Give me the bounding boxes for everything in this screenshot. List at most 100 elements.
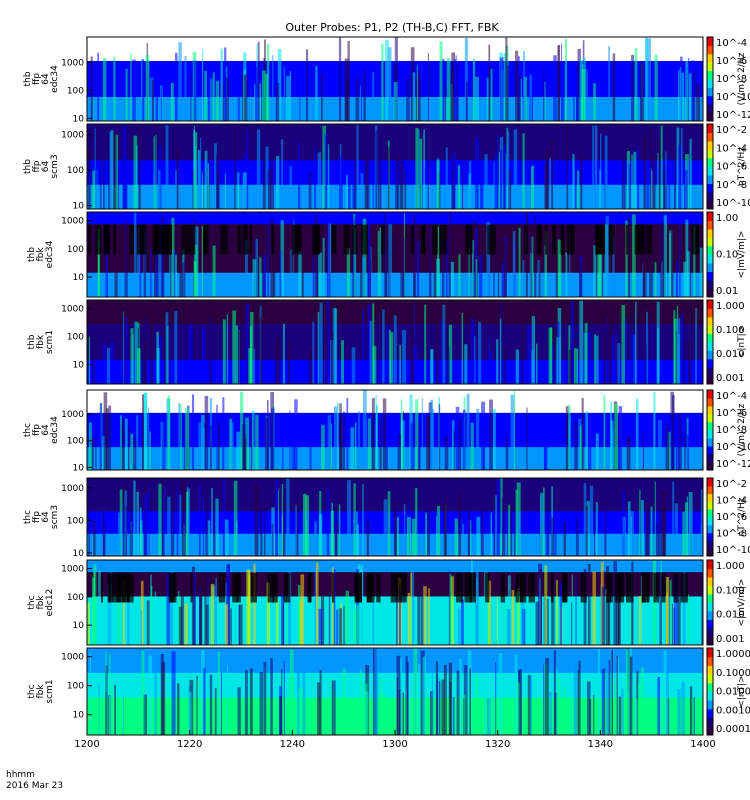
colorbar-tick-label: 1.000 bbox=[716, 561, 745, 572]
panel-ylabel: thc bbox=[27, 684, 37, 698]
panel-frame bbox=[86, 36, 704, 122]
panel-ylabel: thc bbox=[23, 423, 33, 437]
colorbar-tick-label: 0.0001 bbox=[716, 724, 750, 735]
spectrogram-3 bbox=[87, 212, 703, 297]
colorbar-label: <|nT|> bbox=[737, 326, 747, 358]
y-tick-label: 100 bbox=[67, 437, 84, 447]
colorbar-tick-label: 0.10 bbox=[716, 250, 738, 261]
colorbar-tick-label: 0.100 bbox=[716, 325, 745, 336]
colorbar-tick-label: 10^-8 bbox=[716, 180, 747, 191]
panel-ylabel: thb bbox=[23, 159, 33, 174]
x-tick-label: 1320 bbox=[485, 739, 510, 750]
panel-frame bbox=[86, 477, 704, 557]
colorbar-tick-label: 10^-6 bbox=[716, 512, 747, 523]
y-tick-label: 1000 bbox=[61, 131, 84, 141]
x-tick-label: 1200 bbox=[74, 739, 99, 750]
colorbar-label: nT^2/Hz bbox=[737, 497, 747, 536]
colorbar-label: <|nT|> bbox=[737, 675, 747, 707]
panel-ylabel: ffp bbox=[32, 73, 42, 85]
panel-ylabel: scm3 bbox=[50, 154, 60, 178]
colorbar-tick-label: 10^-8 bbox=[716, 425, 747, 436]
colorbar-4: 1.000 0.100 0.010 0.001 <|nT|> bbox=[706, 299, 747, 385]
colorbar-tick-label: 0.010 bbox=[716, 610, 745, 621]
y-tick-label: 100 bbox=[67, 593, 84, 603]
colorbar-tick-label: 10^-4 bbox=[716, 496, 747, 507]
colorbar-tick-label: 1.00 bbox=[716, 213, 738, 224]
y-tick-label: 1000 bbox=[61, 217, 84, 227]
colorbar-tick-label: 0.001 bbox=[716, 634, 745, 645]
panel-ylabel: thc bbox=[27, 595, 37, 609]
colorbar-tick-label: 1.000 bbox=[716, 301, 745, 312]
colorbar-tick-label: 10^-10 bbox=[716, 198, 750, 209]
colorbar-label: nT^2/Hz bbox=[737, 147, 747, 186]
x-tick-label: 1300 bbox=[382, 739, 407, 750]
panel-ylabel: ffp bbox=[32, 160, 42, 172]
colorbar-tick-label: 10^-6 bbox=[716, 408, 747, 419]
panel-3: 10 100 1000 thb fbk edc34 1.00 0.10 0.01 <|mV/m|> bbox=[27, 211, 747, 298]
panel-frame bbox=[86, 299, 704, 385]
panel-ylabel: thc bbox=[23, 510, 33, 524]
y-tick-label: 10 bbox=[73, 360, 85, 370]
colorbar-tick-label: 0.001 bbox=[716, 373, 745, 384]
chart-title: Outer Probes: P1, P2 (TH-B,C) FFT, FBK bbox=[285, 21, 499, 34]
colorbar-tick-label: 10^-12 bbox=[716, 459, 750, 470]
colorbar-tick-label: 10^-8 bbox=[716, 74, 747, 85]
y-tick-label: 10 bbox=[73, 621, 85, 631]
panel-ylabel: 64 bbox=[41, 511, 51, 523]
colorbar-tick-label: 0.100 bbox=[716, 585, 745, 596]
panel-ylabel: scm3 bbox=[50, 505, 60, 529]
panel-ylabel: edc34 bbox=[50, 416, 60, 444]
colorbar-tick-label: 10^-10 bbox=[716, 92, 750, 103]
panel-ylabel: 64 bbox=[41, 161, 51, 173]
y-tick-label: 100 bbox=[67, 166, 84, 176]
colorbar-label: (V/m)^2/Hz bbox=[737, 403, 747, 456]
colorbar-tick-label: 0.01 bbox=[716, 286, 738, 297]
colorbar-tick-label: 10^-2 bbox=[716, 125, 747, 136]
colorbar-7: 1.000 0.100 0.010 0.001 <|mV/m|> bbox=[706, 559, 747, 646]
y-tick-label: 1000 bbox=[61, 653, 84, 663]
date-label: 2016 Mar 23 bbox=[6, 781, 63, 791]
y-tick-label: 100 bbox=[67, 332, 84, 342]
colorbar-label: <|mV/m|> bbox=[737, 579, 747, 627]
panel-ylabel: fbk bbox=[36, 595, 46, 610]
y-tick-label: 10 bbox=[73, 549, 85, 559]
colorbar-tick-label: 10^-4 bbox=[716, 38, 747, 49]
x-tick-label: 1220 bbox=[177, 739, 202, 750]
panel-ylabel: ffp bbox=[32, 424, 42, 436]
panel-ylabel: scm1 bbox=[45, 679, 55, 703]
x-axis: 1200 1220 1240 1300 1320 1340 1400 bbox=[74, 730, 716, 750]
colorbar-label: <|mV/m|> bbox=[737, 231, 747, 279]
y-tick-label: 1000 bbox=[61, 58, 84, 68]
panel-ylabel: edc34 bbox=[50, 65, 60, 93]
colorbar-3: 1.00 0.10 0.01 <|mV/m|> bbox=[706, 211, 747, 298]
y-tick-label: 100 bbox=[67, 245, 84, 255]
colorbar-2: 10^-2 10^-4 10^-6 10^-8 10^-10 nT^2/Hz bbox=[706, 123, 750, 210]
panel-4: 10 100 1000 thb fbk scm1 1.000 0.100 0.010 0.001 <… bbox=[27, 299, 747, 385]
panel-ylabel: ffp bbox=[32, 511, 42, 523]
y-tick-label: 10 bbox=[73, 202, 85, 212]
panel-frame bbox=[86, 211, 704, 298]
panel-8: 10 100 1000 thc fbk scm1 1.0000 0.1000 0.0100 0.0… bbox=[27, 647, 750, 736]
spectrogram-5 bbox=[87, 390, 703, 470]
y-tick-label: 100 bbox=[67, 516, 84, 526]
colorbar-tick-label: 10^-12 bbox=[716, 110, 750, 121]
colorbar-tick-label: 0.0100 bbox=[716, 687, 750, 698]
panel-ylabel: fbk bbox=[36, 334, 46, 349]
colorbar-tick-label: 10^-10 bbox=[716, 545, 750, 556]
colorbar-6: 10^-2 10^-4 10^-6 10^-8 10^-10 nT^2/Hz bbox=[706, 477, 750, 557]
x-tick-label: 1340 bbox=[588, 739, 613, 750]
y-tick-label: 1000 bbox=[61, 484, 84, 494]
time-unit-label: hhmm bbox=[6, 770, 35, 780]
spectrogram-1 bbox=[87, 37, 703, 121]
y-tick-label: 100 bbox=[67, 86, 84, 96]
panel-ylabel: 64 bbox=[41, 424, 51, 436]
y-tick-label: 1000 bbox=[61, 410, 84, 420]
colorbar-tick-label: 10^-4 bbox=[716, 143, 747, 154]
spectrogram-6 bbox=[87, 478, 703, 556]
y-tick-label: 100 bbox=[67, 682, 84, 692]
